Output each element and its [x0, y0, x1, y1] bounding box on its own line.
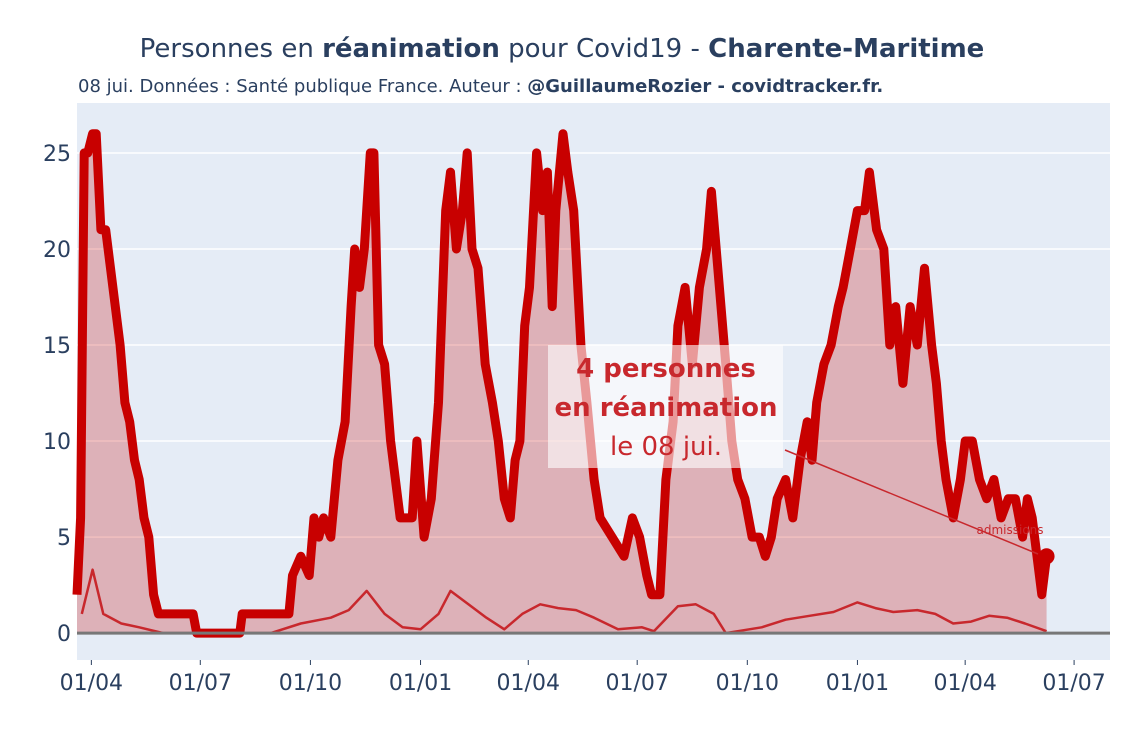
annotation-box — [548, 345, 783, 468]
subtitle-part: @GuillaumeRozier - covidtracker.fr. — [527, 76, 883, 97]
y-tick-label: 0 — [57, 622, 71, 647]
x-tick-label: 01/10 — [716, 671, 779, 696]
annotation-arrow — [784, 449, 1039, 555]
annotation-text: 4 personnes — [576, 354, 756, 384]
title-part: Personnes en — [140, 34, 322, 64]
subtitle-part: 08 jui. Données : Santé publique France.… — [78, 76, 527, 97]
title-part: réanimation — [322, 34, 500, 64]
x-tick-label: 01/07 — [605, 671, 668, 696]
title-part: pour Covid19 - — [500, 34, 708, 64]
line — [72, 129, 1052, 638]
x-tick-label: 01/04 — [497, 671, 560, 696]
x-tick-label: 01/07 — [169, 671, 232, 696]
x-tick-label: 01/04 — [60, 671, 123, 696]
y-tick-label: 15 — [43, 334, 71, 359]
title-part: Charente-Maritime — [708, 34, 984, 64]
chart-subtitle: 08 jui. Données : Santé publique France.… — [78, 76, 883, 97]
x-tick-label: 01/10 — [279, 671, 342, 696]
chart-title: Personnes en réanimation pour Covid19 - … — [140, 34, 985, 64]
y-tick-label: 25 — [43, 142, 71, 167]
last-point — [1038, 548, 1055, 565]
x-tick-label: 01/01 — [826, 671, 889, 696]
x-tick-label: 01/04 — [933, 671, 996, 696]
y-tick-label: 10 — [43, 430, 71, 455]
x-tick-label: 01/07 — [1042, 671, 1105, 696]
annotation-text: le 08 jui. — [610, 432, 722, 462]
y-tick-label: 20 — [43, 238, 71, 263]
annotation-text: en réanimation — [555, 393, 778, 423]
admissions-label: admissions — [976, 523, 1043, 537]
line — [80, 568, 1048, 635]
y-tick-label: 5 — [57, 526, 71, 551]
x-tick-label: 01/01 — [389, 671, 452, 696]
